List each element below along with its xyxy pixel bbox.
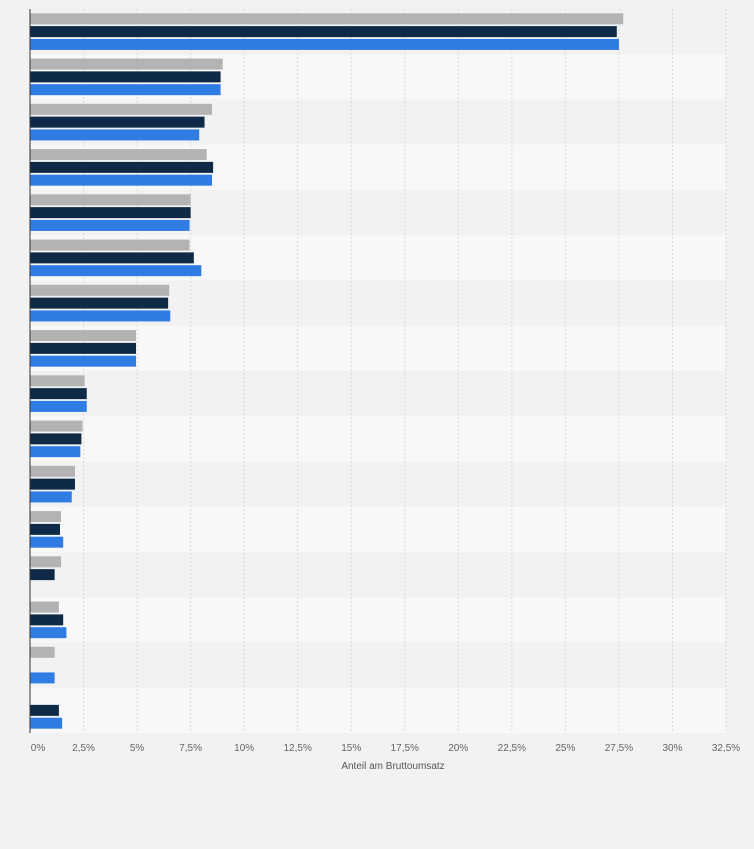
bar-2-row-6 — [30, 252, 194, 264]
bar-2-row-5 — [30, 207, 191, 219]
bar-1-row-13 — [30, 556, 62, 568]
x-axis-title: Anteil am Bruttoumsatz — [341, 761, 444, 772]
bar-2-row-8 — [30, 342, 137, 354]
bar-3-row-12 — [30, 536, 64, 548]
category-band — [30, 371, 726, 417]
x-tick-label: 2,5% — [72, 743, 95, 754]
x-tick-label: 20% — [448, 743, 468, 754]
bar-2-row-10 — [30, 433, 82, 445]
x-tick-label: 15% — [341, 743, 361, 754]
bar-1-row-8 — [30, 330, 137, 342]
bar-1-row-10 — [30, 420, 83, 432]
category-band — [30, 506, 726, 552]
category-band — [30, 552, 726, 598]
bar-3-row-2 — [30, 84, 221, 96]
bar-1-row-12 — [30, 511, 62, 523]
bar-1-row-5 — [30, 194, 191, 206]
x-tick-label: 22,5% — [498, 743, 526, 754]
x-axis-ticks: 0% 2,5% 5% 7,5% 10% 12,5% 15% 17,5% 20% 22,5% 25% 2… — [31, 743, 741, 754]
bar-1-row-11 — [30, 465, 75, 477]
bar-1-row-14 — [30, 601, 59, 613]
bar-2-row-4 — [30, 161, 214, 173]
bar-1-row-1 — [30, 13, 624, 25]
x-tick-label: 7,5% — [179, 743, 202, 754]
bar-3-row-1 — [30, 38, 619, 50]
bar-2-row-14 — [30, 614, 64, 626]
x-tick-label: 27,5% — [605, 743, 633, 754]
bar-3-row-5 — [30, 219, 190, 231]
x-tick-label: 0% — [31, 743, 46, 754]
category-band — [30, 325, 726, 371]
bar-1-row-4 — [30, 149, 207, 161]
bar-1-row-9 — [30, 375, 85, 387]
bar-1-row-6 — [30, 239, 190, 251]
category-band — [30, 416, 726, 462]
bar-2-row-9 — [30, 388, 87, 400]
category-band — [30, 642, 726, 688]
bar-3-row-6 — [30, 265, 202, 277]
bar-3-row-14 — [30, 627, 67, 639]
category-band — [30, 597, 726, 643]
x-tick-label: 5% — [130, 743, 145, 754]
x-tick-label: 17,5% — [391, 743, 419, 754]
bar-1-row-7 — [30, 284, 170, 296]
bars — [30, 13, 624, 729]
bar-1-row-2 — [30, 58, 223, 70]
bar-2-row-2 — [30, 71, 221, 83]
bar-2-row-16 — [30, 704, 59, 716]
x-tick-label: 25% — [555, 743, 575, 754]
bar-3-row-8 — [30, 355, 137, 367]
bar-2-row-7 — [30, 297, 169, 309]
bar-2-row-1 — [30, 26, 617, 38]
bar-3-row-11 — [30, 491, 72, 503]
bar-3-row-10 — [30, 446, 81, 458]
x-tick-label: 10% — [234, 743, 254, 754]
bar-3-row-4 — [30, 174, 213, 186]
x-tick-label: 30% — [662, 743, 682, 754]
x-tick-label: 12,5% — [284, 743, 312, 754]
category-band — [30, 687, 726, 733]
x-tick-label: 32,5% — [712, 743, 740, 754]
bar-3-row-16 — [30, 717, 63, 729]
bar-3-row-15 — [30, 672, 55, 684]
bar-2-row-12 — [30, 523, 60, 535]
bar-2-row-3 — [30, 116, 205, 128]
category-band — [30, 461, 726, 507]
bar-1-row-15 — [30, 646, 55, 658]
bar-3-row-7 — [30, 310, 171, 322]
bar-3-row-9 — [30, 400, 87, 412]
bar-3-row-3 — [30, 129, 200, 141]
bar-1-row-3 — [30, 103, 213, 115]
bar-2-row-13 — [30, 569, 55, 581]
bar-2-row-11 — [30, 478, 75, 490]
